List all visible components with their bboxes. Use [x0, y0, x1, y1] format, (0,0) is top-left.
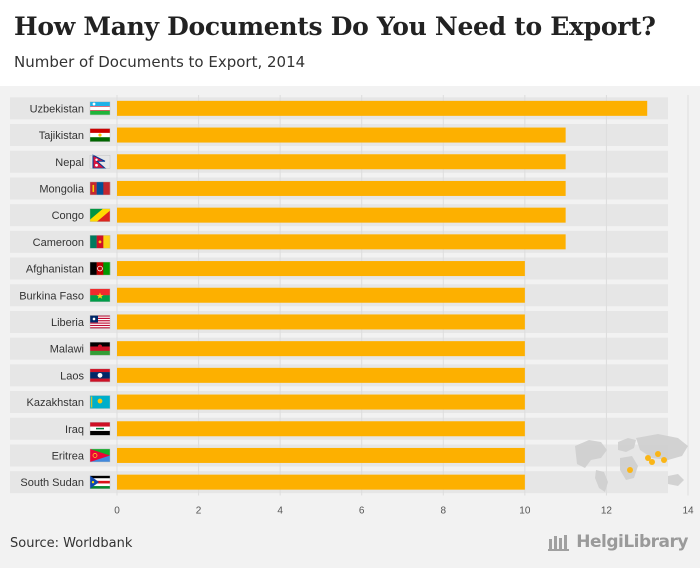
kazakhstan-flag-icon	[89, 395, 111, 409]
x-tick-label: 12	[601, 506, 613, 517]
map-highlight	[627, 467, 633, 473]
category-label: Burkina Faso	[19, 290, 84, 302]
x-tick-label: 14	[682, 506, 694, 517]
bar	[117, 127, 566, 143]
bar	[117, 474, 525, 490]
category-label: Afghanistan	[26, 264, 84, 276]
category-label: Congo	[52, 210, 84, 222]
bar	[117, 394, 525, 410]
iraq-flag-icon	[89, 422, 111, 436]
chart-header: How Many Documents Do You Need to Export…	[0, 0, 700, 86]
source-note: Source: Worldbank	[10, 536, 133, 551]
uzbekistan-flag-icon	[89, 101, 111, 116]
malawi-flag-icon	[89, 341, 111, 356]
category-label: South Sudan	[20, 477, 84, 489]
map-highlight	[645, 455, 651, 461]
brand-logo: HelgiLibrary	[548, 532, 688, 552]
bar	[117, 154, 566, 170]
category-label: Laos	[60, 370, 84, 382]
category-label: Iraq	[65, 424, 84, 436]
afghanistan-flag-icon	[89, 261, 111, 276]
bar	[117, 367, 525, 383]
category-label: Kazakhstan	[27, 397, 84, 409]
bar	[117, 447, 525, 463]
bar	[117, 207, 566, 223]
chart-footer: Source: Worldbank HelgiLibrary	[0, 528, 700, 568]
bar	[117, 314, 525, 330]
bar	[117, 421, 525, 437]
south-sudan-flag-icon	[89, 475, 111, 489]
chart-subtitle: Number of Documents to Export, 2014	[14, 53, 306, 71]
chart-title: How Many Documents Do You Need to Export…	[14, 12, 656, 41]
bar	[117, 180, 566, 196]
map-landmass	[618, 438, 636, 452]
bar	[117, 234, 566, 250]
map-landmass	[636, 434, 688, 460]
map-highlight	[655, 451, 661, 457]
congo-flag-icon	[89, 208, 111, 222]
burkina-faso-flag-icon	[89, 288, 111, 302]
map-highlight	[649, 459, 655, 465]
x-tick-label: 2	[196, 506, 202, 517]
bar-chart: Uzbekistan Tajikistan Nepal Mongolia Congo Ca…	[0, 86, 700, 517]
map-landmass	[575, 440, 607, 468]
liberia-flag-icon	[89, 315, 111, 329]
library-icon	[548, 535, 570, 551]
brand-name: HelgiLibrary	[576, 532, 688, 552]
x-tick-label: 0	[114, 506, 120, 517]
x-tick-label: 8	[441, 506, 447, 517]
chart-svg: Uzbekistan Tajikistan Nepal Mongolia Congo Ca…	[10, 95, 694, 517]
tajikistan-flag-icon	[89, 128, 111, 142]
map-landmass	[668, 474, 684, 486]
category-label: Nepal	[55, 157, 84, 169]
x-tick-label: 6	[359, 506, 365, 517]
x-tick-label: 4	[277, 506, 283, 517]
category-label: Eritrea	[52, 450, 85, 462]
bar	[117, 341, 525, 357]
bar	[117, 261, 525, 277]
category-label: Cameroon	[33, 237, 84, 249]
map-highlight	[661, 457, 667, 463]
category-label: Mongolia	[39, 183, 85, 195]
category-label: Malawi	[50, 344, 84, 356]
nepal-flag-icon	[89, 154, 111, 169]
x-tick-label: 10	[519, 506, 531, 517]
category-label: Tajikistan	[39, 130, 84, 142]
category-label: Uzbekistan	[30, 103, 84, 115]
map-landmass	[595, 470, 608, 492]
bar	[117, 100, 648, 116]
category-label: Liberia	[51, 317, 85, 329]
mongolia-flag-icon	[89, 181, 111, 196]
cameroon-flag-icon	[89, 235, 111, 249]
laos-flag-icon	[89, 368, 111, 383]
eritrea-flag-icon	[89, 448, 111, 463]
bar	[117, 287, 525, 303]
world-map-watermark	[575, 434, 688, 492]
